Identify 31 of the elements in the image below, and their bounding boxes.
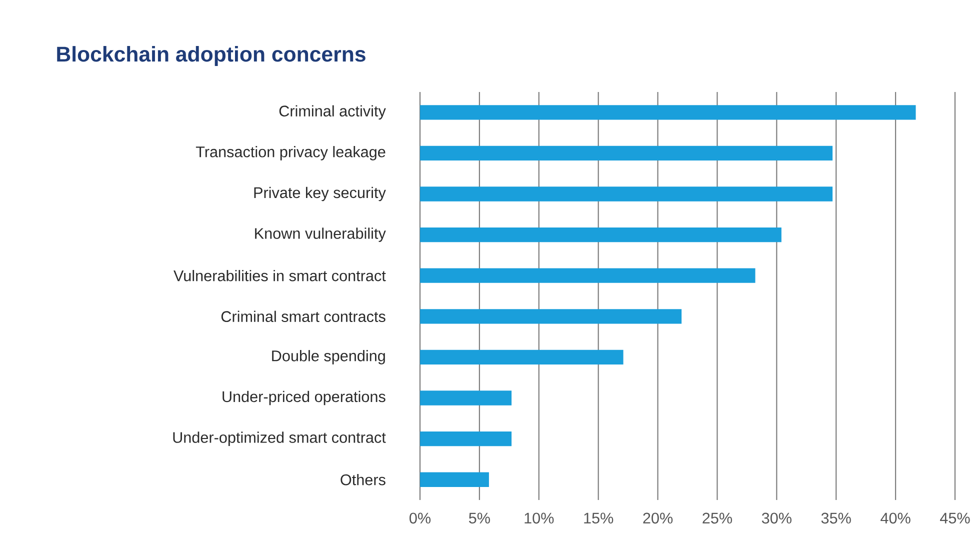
y-tick-label: Private key security <box>254 186 386 202</box>
bar <box>420 105 916 120</box>
x-tick-label: 10% <box>524 512 554 524</box>
y-tick-label: Criminal activity <box>279 105 386 120</box>
x-tick-label: 20% <box>643 512 673 524</box>
bar <box>420 309 682 324</box>
y-tick-label: Known vulnerability <box>255 228 386 242</box>
x-tick-label: 40% <box>880 512 910 524</box>
x-tick-label: 5% <box>468 512 490 524</box>
bar <box>420 146 833 161</box>
y-tick-label: Criminal smart contracts <box>221 310 386 322</box>
y-tick-label: Vulnerabilities in smart contract <box>174 270 386 282</box>
y-tick-label: Under-optimized smart contract <box>173 432 386 446</box>
text: Blockchain adoption concerns <box>57 46 366 66</box>
x-tick-label: 30% <box>762 512 792 524</box>
x-tick-label: 45% <box>940 512 970 524</box>
bar <box>420 186 833 202</box>
y-tick-label: Transaction privacy leakage <box>196 146 386 160</box>
y-tick-label: Under-priced operations <box>222 390 386 406</box>
y-tick-label: Double spending <box>272 350 385 364</box>
bar <box>420 431 512 446</box>
x-tick-label: 15% <box>584 512 614 524</box>
x-tick-label: 0% <box>410 512 431 524</box>
bar <box>420 390 512 406</box>
bar <box>420 472 489 487</box>
y-tick-label: Others <box>340 474 386 486</box>
x-tick-label: 35% <box>821 512 851 524</box>
bar <box>420 227 782 242</box>
bar <box>420 268 756 283</box>
bar <box>420 350 624 365</box>
x-tick-label: 25% <box>702 512 732 524</box>
